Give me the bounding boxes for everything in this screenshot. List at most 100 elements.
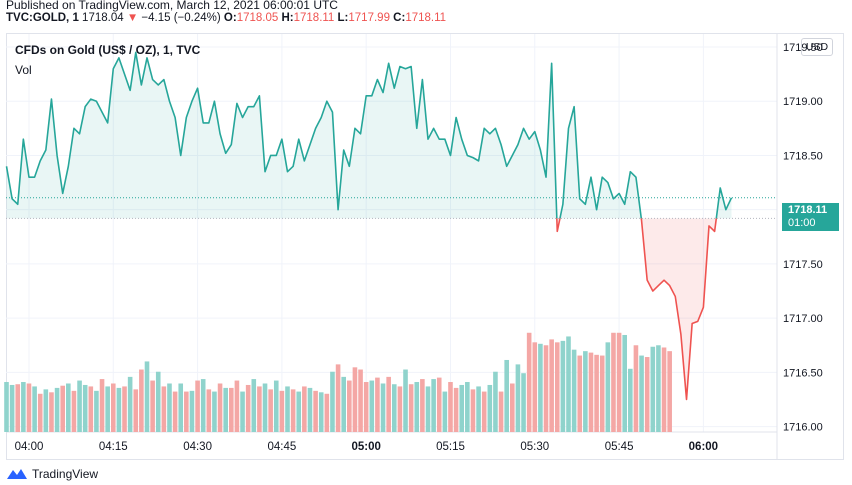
currency-button[interactable]: USD — [801, 38, 833, 56]
volume-bar — [639, 355, 644, 432]
tradingview-logo-icon — [7, 469, 27, 479]
x-tick-label: 04:45 — [267, 441, 296, 453]
volume-bar — [481, 391, 487, 432]
x-tick-label: 05:30 — [520, 441, 549, 453]
x-tick-label: 04:00 — [15, 441, 44, 453]
volume-bar — [116, 387, 122, 432]
last-price-label: 1718.11 01:00 — [782, 203, 839, 231]
price-line-down — [556, 218, 561, 233]
volume-bar — [375, 377, 380, 432]
chart-legend: CFDs on Gold (US$ / OZ), 1, TVC Vol — [15, 43, 200, 77]
volume-bar — [521, 373, 526, 432]
ohlc-bar: TVC:GOLD, 1 1718.04 ▼ −4.15 (−0.24%) O:1… — [6, 12, 446, 24]
volume-bar — [583, 351, 588, 432]
area-fill-down — [641, 218, 717, 400]
volume-bar — [408, 384, 414, 432]
volume-bar — [549, 339, 554, 432]
x-tick-label: 04:30 — [183, 441, 212, 453]
volume-bar — [532, 342, 538, 432]
high-value: 1718.11 — [293, 12, 335, 24]
volume-bar — [667, 351, 672, 432]
volume-bar — [66, 383, 71, 432]
y-tick-label: 1717.50 — [783, 259, 823, 271]
volume-bar — [504, 359, 509, 432]
volume-bar — [431, 379, 436, 432]
volume-bar — [656, 345, 661, 432]
area-fill-up — [6, 52, 557, 219]
price-line-up — [5, 51, 558, 219]
volume-bar — [420, 379, 425, 432]
volume-bar — [99, 379, 105, 432]
close-label: C: — [393, 12, 406, 24]
volume-bar — [661, 347, 667, 432]
volume-bar — [212, 391, 217, 432]
x-tick-label: 05:15 — [436, 441, 465, 453]
volume-bar — [352, 367, 358, 432]
volume-bar — [32, 386, 37, 432]
volume-bar — [240, 391, 245, 432]
volume-bar — [493, 371, 498, 432]
brand-name: TradingView — [32, 467, 99, 481]
volume-bar — [268, 389, 273, 432]
x-tick-label: 04:15 — [99, 441, 128, 453]
volume-bar — [448, 382, 453, 432]
published-caption: Published on TradingView.com, March 12, … — [6, 0, 338, 12]
volume-bar — [465, 382, 470, 432]
volume-bar — [571, 349, 577, 432]
y-tick-label: 1718.50 — [783, 150, 823, 162]
volume-bar — [543, 345, 549, 432]
volume-bar — [206, 389, 212, 432]
volume-bar — [307, 387, 313, 432]
volume-bar — [94, 390, 99, 432]
low-value: 1717.99 — [348, 12, 390, 24]
volume-bar — [324, 393, 330, 432]
volume-bar — [37, 393, 43, 432]
high-label: H: — [281, 12, 294, 24]
volume-bar — [358, 369, 363, 432]
volume-bar — [144, 361, 150, 432]
symbol-label: TVC:GOLD, 1 — [6, 12, 79, 24]
volume-bar — [167, 383, 172, 432]
volume-bar — [110, 383, 116, 432]
last-price: 1718.04 — [82, 12, 124, 24]
volume-bar — [155, 371, 161, 432]
volume-bar — [43, 389, 49, 432]
volume-bar — [189, 390, 195, 432]
volume-bar — [313, 390, 318, 432]
footer-brand[interactable]: TradingView — [6, 467, 98, 481]
volume-bar — [9, 384, 15, 432]
volume-bar — [139, 369, 144, 432]
volume-bar — [296, 391, 302, 432]
x-tick-label: 05:45 — [605, 441, 634, 453]
volume-bar — [257, 386, 262, 432]
volume-bar — [442, 391, 448, 432]
volume-bar — [363, 382, 369, 432]
x-tick-label: 05:00 — [351, 441, 380, 453]
volume-bar — [60, 385, 65, 432]
volume-bar — [122, 386, 127, 432]
volume-bar — [403, 369, 408, 432]
volume-bar — [487, 384, 493, 432]
volume-bar — [105, 386, 110, 432]
volume-bar — [386, 376, 391, 432]
volume-bar — [566, 336, 571, 432]
area-fill-up — [559, 106, 642, 219]
volume-bar — [195, 380, 200, 432]
volume-bar — [414, 382, 420, 432]
volume-bar — [347, 380, 352, 432]
y-tick-label: 1716.00 — [783, 422, 823, 434]
volume-bar — [290, 389, 296, 432]
volume-bar — [628, 368, 633, 432]
volume-bar — [71, 390, 77, 432]
volume-bar — [391, 384, 397, 432]
low-label: L: — [337, 12, 349, 24]
volume-bar — [554, 342, 560, 432]
volume-bar — [88, 386, 94, 432]
down-arrow-icon: ▼ — [126, 12, 139, 24]
volume-bar — [510, 383, 515, 432]
bar-countdown: 01:00 — [788, 217, 816, 229]
volume-label: Vol — [15, 63, 32, 77]
volume-bar — [178, 383, 184, 432]
chart-frame[interactable] — [6, 33, 844, 460]
